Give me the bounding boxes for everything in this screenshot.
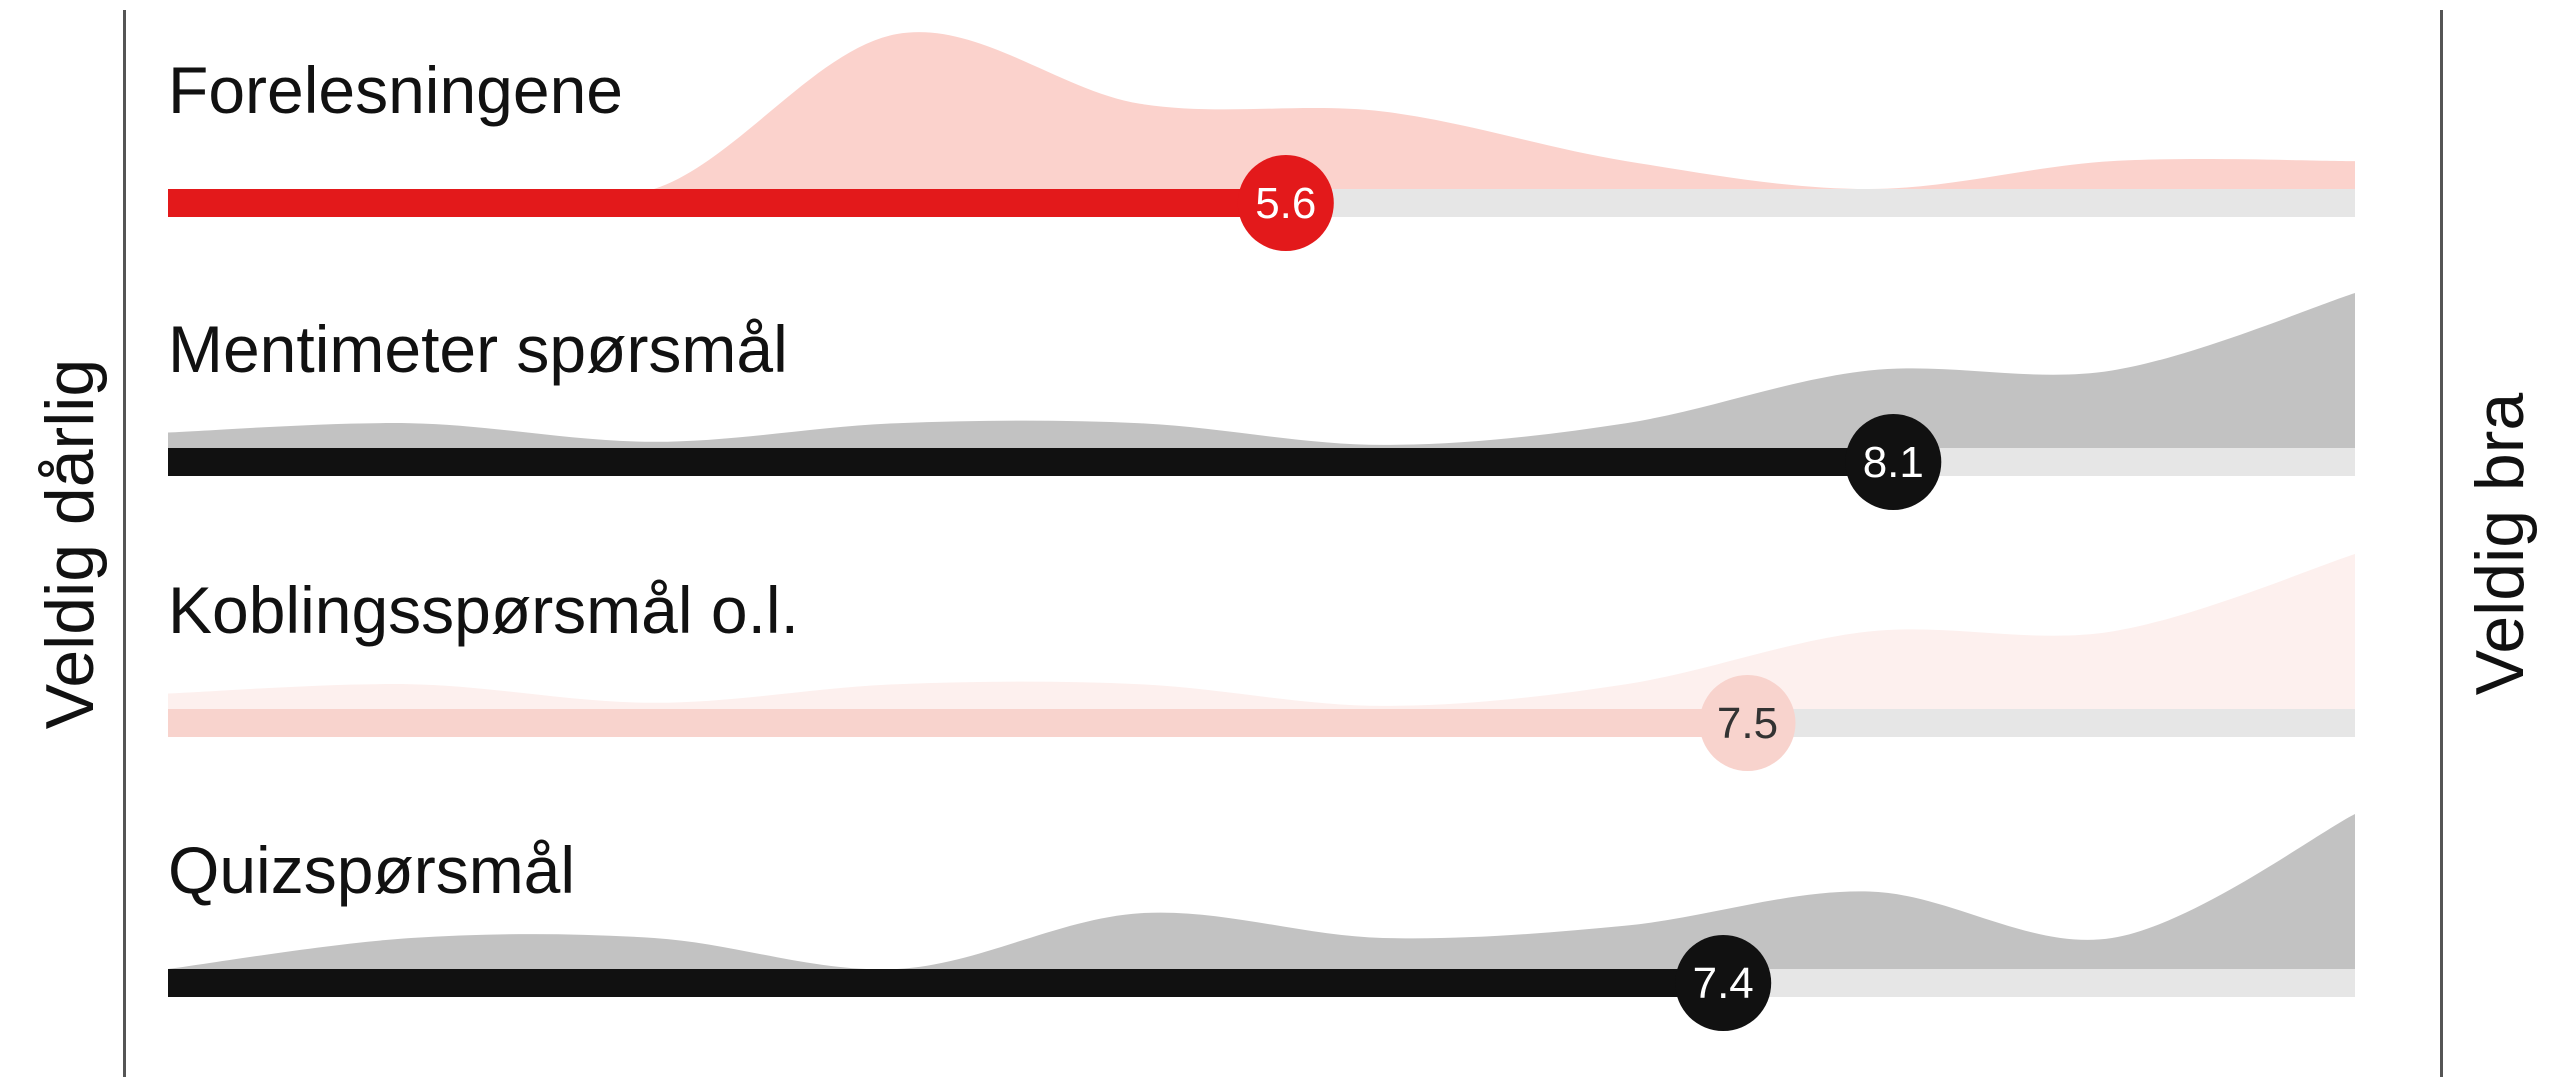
value-marker [1237,155,1334,251]
value-marker [1699,675,1796,771]
value-label: 5.6 [1255,179,1316,228]
rating-row: Mentimeter spørsmål 8.1 [168,293,2355,510]
rating-fill-bar [168,969,1724,997]
right-axis-line [2440,10,2443,1077]
distribution-area [168,554,2355,709]
value-label: 8.1 [1863,438,1924,487]
value-label: 7.4 [1693,959,1754,1008]
rating-fill-bar [168,448,1894,476]
value-marker [1675,935,1772,1031]
distribution-area [168,814,2355,970]
rating-row: Koblingsspørsmål o.l. 7.5 [168,554,2355,771]
distribution-area [168,32,2355,201]
row-title: Mentimeter spørsmål [168,312,788,386]
distribution-area [168,293,2355,448]
rating-row: Forelesningene 5.6 [168,32,2355,251]
value-marker [1845,414,1942,510]
left-axis-line [123,10,126,1077]
rating-fill-bar [168,189,1286,217]
rating-row: Quizspørsmål 7.4 [168,814,2355,1031]
row-title: Koblingsspørsmål o.l. [168,573,799,647]
value-label: 7.5 [1717,699,1778,748]
row-title: Quizspørsmål [168,833,575,907]
rating-fill-bar [168,709,1748,737]
row-title: Forelesningene [168,53,623,127]
